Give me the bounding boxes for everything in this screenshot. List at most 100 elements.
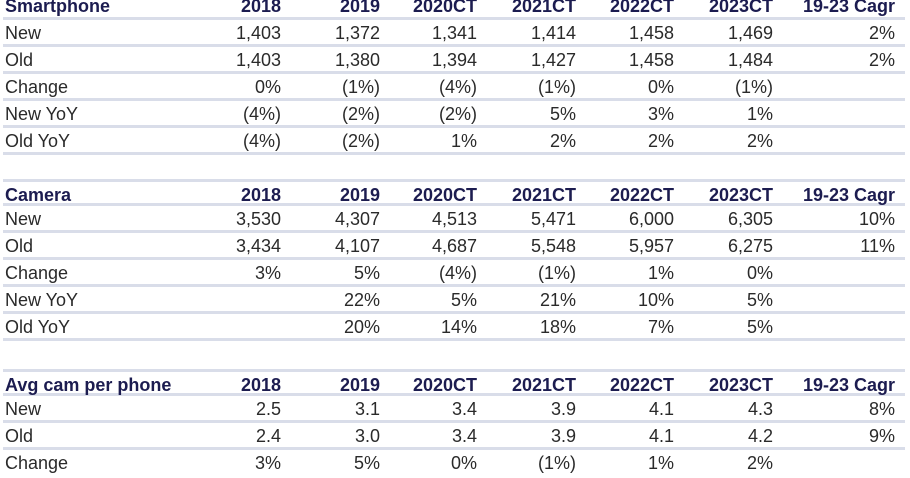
row-label: Change [5,453,69,473]
cell-value: 0% [647,77,674,97]
row-label: Old [5,50,34,70]
cell-value: 2% [549,131,576,151]
cell-value: 4.2 [747,426,773,446]
cell-value: 1,458 [628,23,674,43]
cell-value: 21% [539,290,576,310]
column-header: 2018 [240,185,281,205]
cell-value: 1,403 [235,50,281,70]
smartphone-table: Smartphone 2018 2019 2020CT 2021CT 2022C… [3,0,905,155]
cell-value: 4,307 [334,209,380,229]
cell-value: 4,513 [431,209,477,229]
row-label: Old YoY [5,131,71,151]
section-title: Smartphone [5,0,111,16]
cell-value: 0% [254,77,281,97]
row-label: New YoY [5,104,79,124]
cell-value: 2% [746,453,773,473]
cell-value: 1,372 [334,23,380,43]
row-label: Old YoY [5,317,71,337]
table-row: Old YoY 20% 14% 18% 7% 5% [3,314,905,341]
cell-value: 4,687 [431,236,477,256]
cell-value: 2% [647,131,674,151]
cell-value: 3.0 [354,426,380,446]
column-header: 2023CT [708,0,773,16]
column-header: 2022CT [609,0,674,16]
row-label: Old [5,426,34,446]
cell-value: 1,458 [628,50,674,70]
cell-value: 5% [353,263,380,283]
cell-value: (1%) [537,453,576,473]
cell-value: 10% [858,209,895,229]
cell-value: 1% [746,104,773,124]
cell-value: 5% [549,104,576,124]
cell-value: 1,427 [530,50,576,70]
table-row: New YoY (4%) (2%) (2%) 5% 3% 1% [3,101,905,128]
cell-value: 5,957 [628,236,674,256]
cell-value: 5% [746,317,773,337]
cell-value: 3% [647,104,674,124]
cell-value: 7% [647,317,674,337]
column-header: 2023CT [708,375,773,395]
table-row: Old 3,434 4,107 4,687 5,548 5,957 6,275 … [3,233,905,260]
cell-value: (4%) [242,131,281,151]
cell-value: (2%) [341,104,380,124]
cell-value: 6,305 [727,209,773,229]
cell-value: 1% [647,453,674,473]
cell-value: 20% [343,317,380,337]
column-header: 19-23 Cagr [802,0,895,16]
cell-value: 11% [860,236,895,256]
row-label: Old [5,236,34,256]
section-title: Camera [5,185,72,205]
cell-value: 6,000 [628,209,674,229]
column-header: 2022CT [609,185,674,205]
cell-value: 1,484 [727,50,773,70]
table-row: Old 1,403 1,380 1,394 1,427 1,458 1,484 … [3,47,905,74]
cell-value: (1%) [734,77,773,97]
cell-value: 22% [343,290,380,310]
column-header: 19-23 Cagr [802,375,895,395]
cell-value: 0% [450,453,477,473]
column-header: 2019 [339,0,380,16]
cell-value: 2.4 [255,426,281,446]
cell-value: 3.9 [550,399,576,419]
column-header: 2020CT [412,0,477,16]
cell-value: 4,107 [334,236,380,256]
column-header: 2021CT [511,0,576,16]
table-header-row: Camera 2018 2019 2020CT 2021CT 2022CT 20… [3,179,905,206]
column-header: 2020CT [412,185,477,205]
cell-value: 1% [647,263,674,283]
column-header: 2021CT [511,375,576,395]
column-header: 2023CT [708,185,773,205]
cell-value: (1%) [341,77,380,97]
cell-value: 8% [868,399,895,419]
cell-value: 5% [746,290,773,310]
column-header: 2019 [339,185,380,205]
column-header: 2021CT [511,185,576,205]
cell-value: 3.9 [550,426,576,446]
table-row: Change 0% (1%) (4%) (1%) 0% (1%) [3,74,905,101]
row-label: New YoY [5,290,79,310]
cell-value: 3% [254,263,281,283]
row-label: New [5,23,42,43]
row-label: New [5,399,42,419]
column-header: 2022CT [609,375,674,395]
cell-value: 5,471 [530,209,576,229]
table-header-row: Avg cam per phone 2018 2019 2020CT 2021C… [3,369,905,396]
cell-value: 6,275 [727,236,773,256]
cell-value: 1,414 [530,23,576,43]
column-header: 2019 [339,375,380,395]
cell-value: 1,403 [235,23,281,43]
cell-value: 14% [440,317,477,337]
table-header-row: Smartphone 2018 2019 2020CT 2021CT 2022C… [3,0,905,20]
column-header: 2018 [240,375,281,395]
cell-value: 1,469 [727,23,773,43]
cell-value: (2%) [438,104,477,124]
row-label: New [5,209,42,229]
cell-value: 4.1 [648,399,674,419]
cell-value: 3.4 [451,399,477,419]
table-row: New 1,403 1,372 1,341 1,414 1,458 1,469 … [3,20,905,47]
column-header: 2018 [240,0,281,16]
cell-value: 3.4 [451,426,477,446]
cell-value: (1%) [537,263,576,283]
cell-value: (4%) [438,263,477,283]
row-label: Change [5,263,69,283]
